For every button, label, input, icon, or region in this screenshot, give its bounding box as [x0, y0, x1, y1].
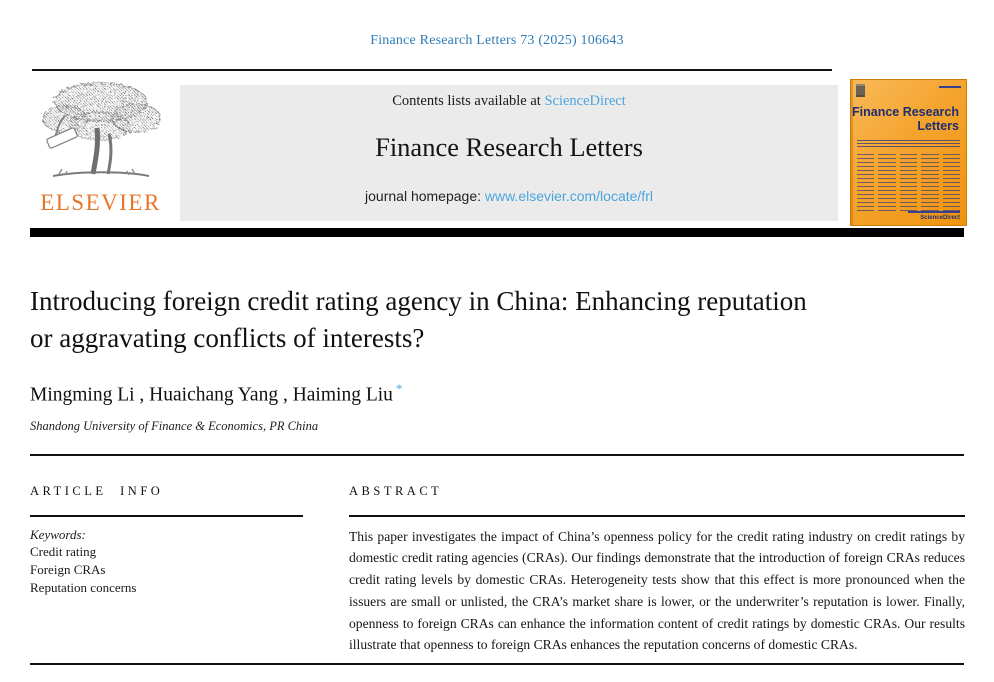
cover-elsevier-mini-icon: [856, 84, 865, 97]
cover-footer: ScienceDirect: [908, 211, 960, 221]
cover-editor-column: [921, 154, 939, 212]
abstract-heading: ABSTRACT: [349, 484, 443, 498]
cover-sciencedirect-brand: ScienceDirect: [920, 215, 960, 221]
keyword-item: Reputation concerns: [30, 579, 137, 595]
elsevier-tree-icon: [35, 82, 167, 188]
citation-header-link[interactable]: Finance Research Letters 73 (2025) 10664…: [370, 33, 624, 48]
author-line: Mingming Li , Huaichang Yang , Haiming L…: [30, 381, 402, 407]
homepage-label-text: journal homepage:: [365, 188, 485, 204]
contents-prefix-text: Contents lists available at: [392, 93, 545, 109]
cover-editor-columns: [857, 154, 961, 212]
cover-editor-column: [942, 154, 961, 212]
abstract-text: This paper investigates the impact of Ch…: [349, 528, 965, 653]
cover-issn-line: [939, 86, 961, 88]
cover-editor-column: [857, 154, 875, 212]
abstract-rule: [349, 515, 965, 517]
top-rule: [32, 69, 832, 71]
article-info-rule: [30, 515, 303, 517]
bottom-rule: [30, 663, 964, 665]
cover-editor-column: [899, 154, 918, 212]
homepage-url-link[interactable]: www.elsevier.com/locate/frl: [484, 188, 653, 204]
author-names: Mingming Li , Huaichang Yang , Haiming L…: [30, 384, 393, 406]
elsevier-wordmark: ELSEVIER: [40, 190, 161, 215]
homepage-line: journal homepage: www.elsevier.com/locat…: [180, 188, 838, 204]
cover-footer-line: [908, 211, 960, 213]
cover-editor-column: [878, 154, 896, 212]
journal-title: Finance Research Letters: [375, 132, 643, 162]
article-info-column: ARTICLE INFO Keywords: Credit rating For…: [30, 484, 303, 597]
header-black-bar: [30, 228, 964, 237]
cover-top-row: [851, 80, 966, 97]
corresponding-author-mark[interactable]: *: [395, 381, 403, 396]
keyword-item: Credit rating: [30, 543, 97, 559]
affiliation: Shandong University of Finance & Economi…: [30, 419, 319, 433]
section-divider-rule: [30, 454, 964, 456]
elsevier-logo: ELSEVIER: [28, 76, 173, 216]
cover-description-lines: [857, 140, 960, 149]
keywords-label: Keywords:: [30, 526, 86, 542]
cover-journal-title: Finance Research Letters: [852, 105, 959, 133]
masthead-box: Contents lists available at ScienceDirec…: [180, 85, 838, 221]
journal-cover-thumbnail[interactable]: Finance Research Letters ScienceDirect: [850, 79, 967, 226]
contents-line: Contents lists available at ScienceDirec…: [180, 85, 838, 110]
abstract-column: ABSTRACT This paper investigates the imp…: [349, 484, 965, 656]
article-info-heading: ARTICLE INFO: [30, 484, 164, 498]
keyword-item: Foreign CRAs: [30, 561, 106, 577]
sciencedirect-link[interactable]: ScienceDirect: [544, 93, 626, 109]
article-title: Introducing foreign credit rating agency…: [30, 286, 807, 353]
